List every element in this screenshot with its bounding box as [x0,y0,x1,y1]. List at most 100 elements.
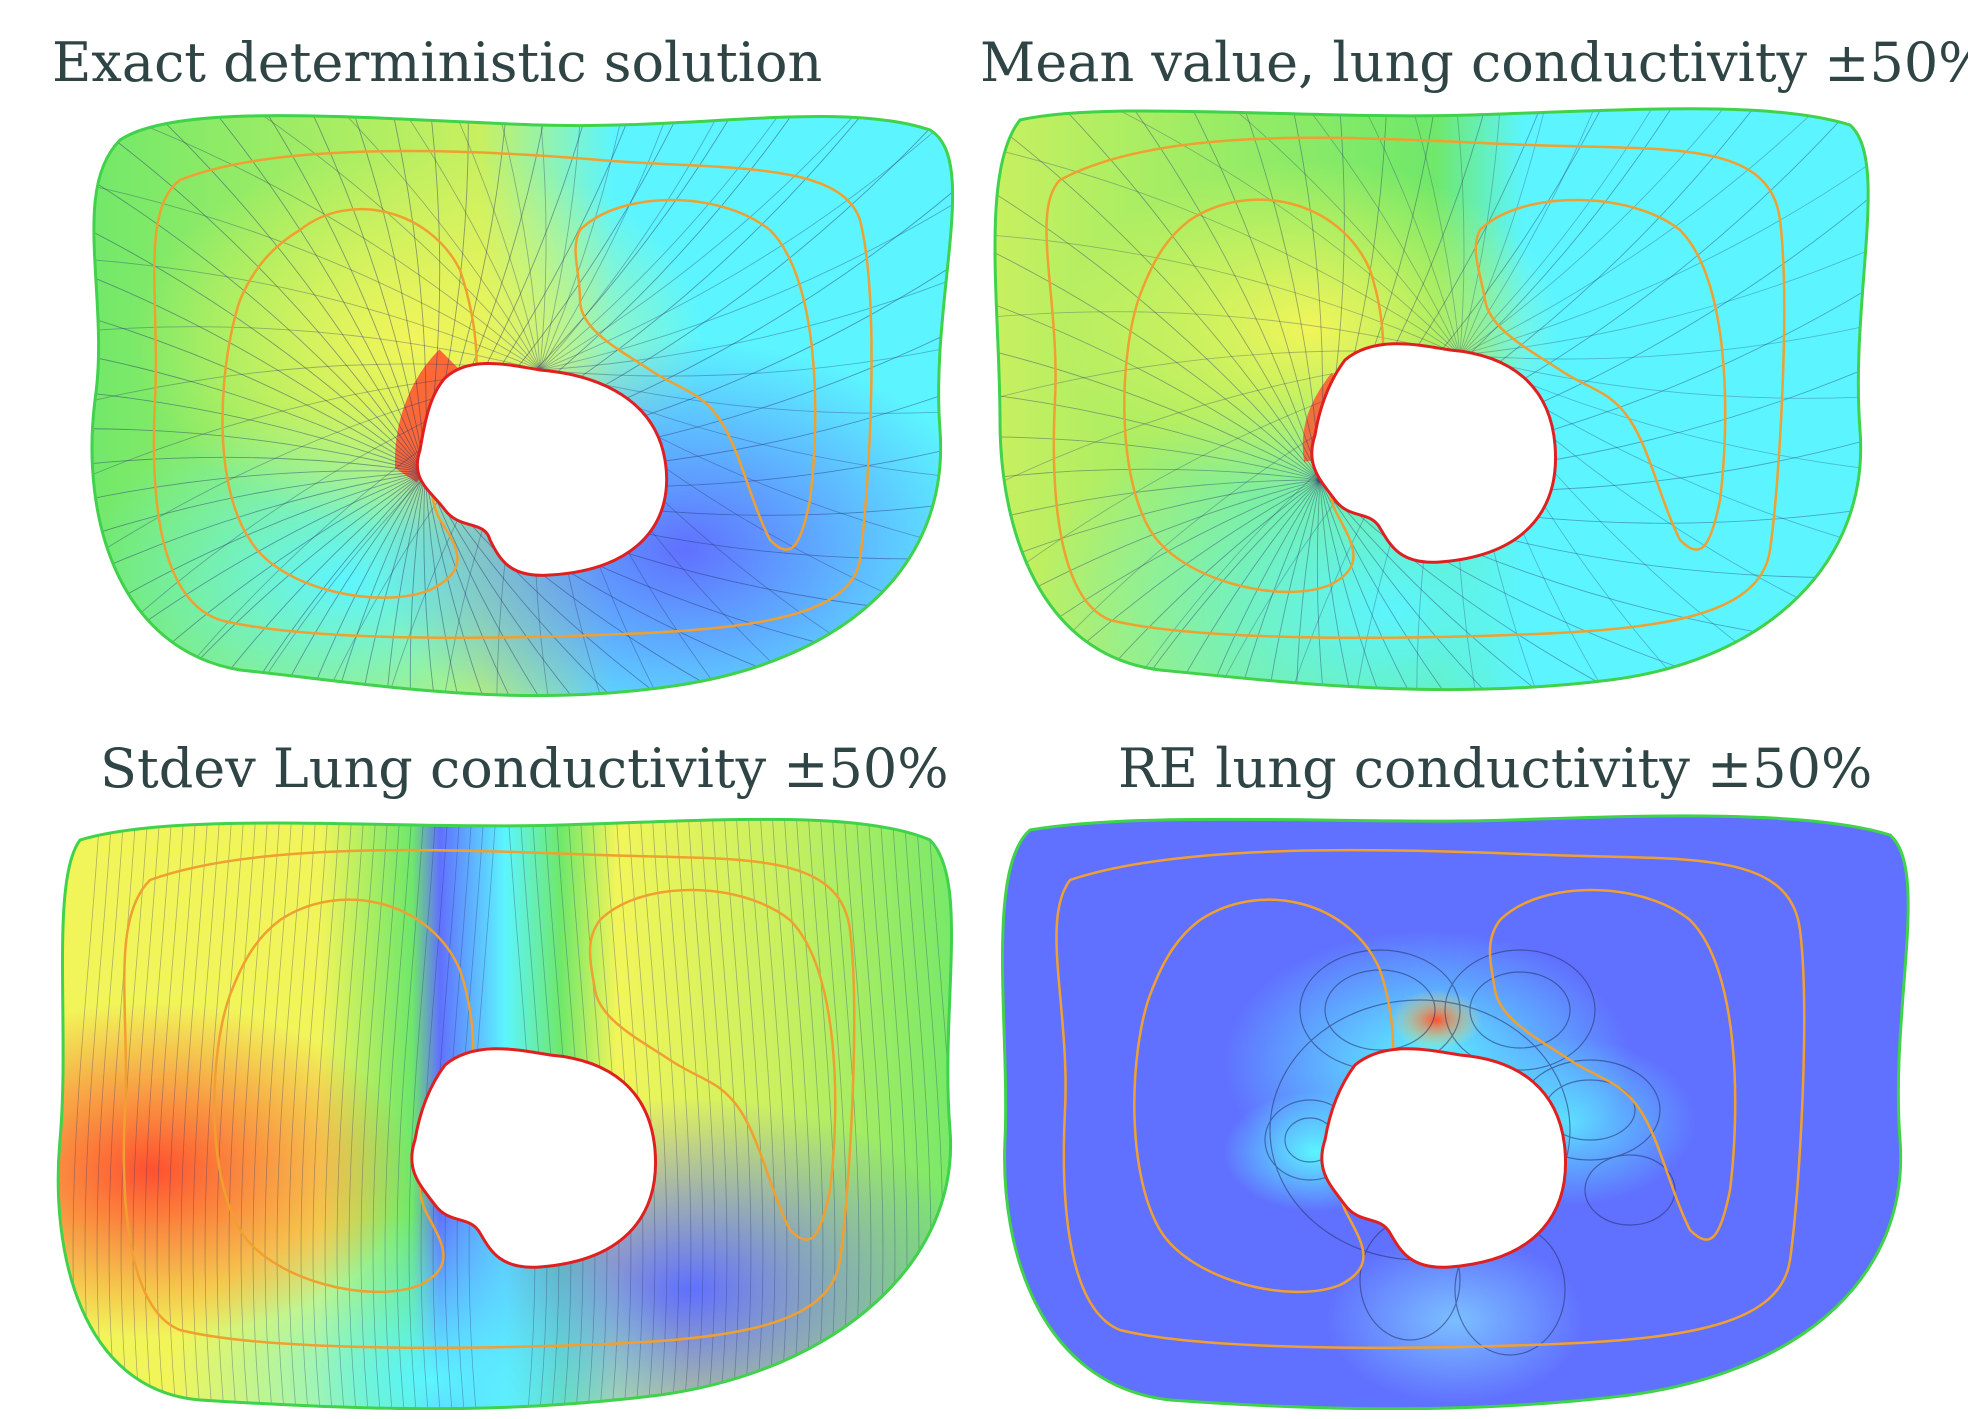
isoline [1459,108,1811,356]
isoline [278,471,426,696]
isoline [663,819,692,1409]
isoline [91,115,541,371]
isoline [208,115,426,473]
isoline [539,115,757,371]
isoline [423,471,571,696]
isoline [539,115,953,371]
isoline [252,819,281,1409]
isoline [323,115,541,371]
isoline [539,153,953,371]
isoline [91,121,426,473]
isoline [1009,108,1461,356]
isoline [759,819,788,1409]
isoline [288,819,317,1409]
lung-contour [221,208,478,599]
isoline [91,255,541,371]
heart-region [1320,1047,1568,1269]
isoline [1103,479,1321,690]
isoline [192,819,221,1409]
isoline [995,108,1321,481]
isoline [807,819,836,1409]
isoline [430,115,547,371]
isoline [1021,479,1321,690]
isoline [351,115,441,473]
isoline [384,819,413,1409]
isoline [91,115,426,473]
isoline [91,326,541,371]
isoline [91,115,426,473]
isoline [424,471,837,696]
isoline [539,115,584,371]
isoline [91,115,426,473]
isoline [424,471,894,696]
isoline [1186,479,1321,690]
isoline [995,311,1461,356]
lung-contour [1474,198,1727,551]
isoline [91,456,426,546]
panel-title-exact: Exact deterministic solution [52,31,823,94]
isoline [995,108,1321,481]
isoline [108,819,137,1409]
isoline [180,819,209,1409]
isoline [1319,479,1537,690]
lung-contour [1045,136,1786,640]
isoline [91,255,426,473]
isoline [208,471,426,696]
domain-boundary [993,107,1870,692]
isoline [539,369,953,414]
isoline [424,471,642,696]
isoline [348,819,377,1409]
isoline [424,471,953,696]
isoline [1316,479,1452,690]
isoline [91,471,426,696]
isoline [91,115,541,371]
isoline [221,115,541,371]
isoline [324,819,353,1409]
isoline [995,468,1321,569]
isoline [995,479,1321,690]
isoline [139,471,426,696]
isoline [1251,479,1321,690]
isoline [747,819,776,1409]
isoline [91,115,426,473]
isoline [128,115,541,371]
isoline [91,471,426,696]
isoline [1459,233,1869,360]
isoline [156,819,185,1409]
lung-contour [1488,888,1737,1241]
isoline [1459,108,1504,356]
isoline [96,819,125,1409]
isoline [995,108,1321,481]
isoline [995,108,1321,481]
isoline [995,479,1321,690]
isoline [995,142,1321,481]
isoline [1319,479,1696,690]
lung-contour [152,149,873,640]
isoline [539,260,953,377]
isoline [735,819,764,1409]
panel-title-mean: Mean value, lung conductivity ±50% [980,31,1968,94]
heart-region [415,362,669,577]
heart-region [1310,342,1558,564]
isoline [91,384,426,473]
isoline [91,115,541,371]
field-plot-exact [90,114,955,698]
isoline [995,436,1321,481]
isoline [995,479,1321,655]
isoline [139,115,426,473]
isoline [264,819,293,1409]
isoline [216,819,245,1409]
lung-contour [574,198,817,551]
isoline [372,819,401,1409]
isoline [995,382,1321,481]
isoline [687,819,716,1409]
isoline [1109,108,1461,356]
domain-boundary [1001,814,1910,1410]
isoline [91,115,426,473]
lung-contour [213,898,475,1294]
isoline [91,428,426,473]
isoline [424,471,711,696]
isoline [771,819,800,1409]
isoline [539,115,953,371]
lung-contour [1055,848,1806,1350]
